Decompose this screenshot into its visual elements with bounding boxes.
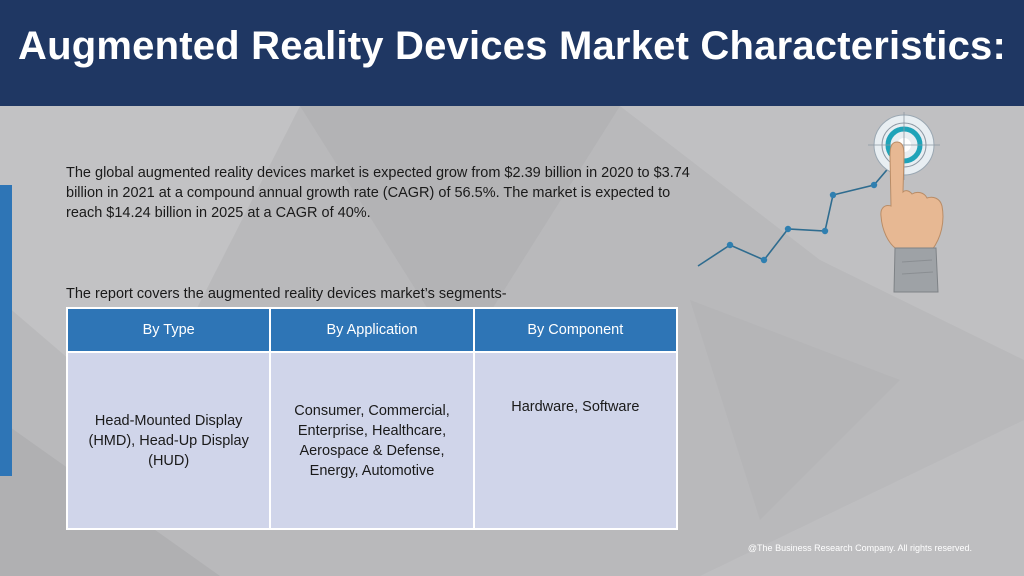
copyright-footer: @The Business Research Company. All righ… bbox=[747, 543, 972, 553]
cell-application: Consumer, Commercial, Enterprise, Health… bbox=[269, 351, 475, 530]
segments-label: The report covers the augmented reality … bbox=[66, 286, 507, 302]
left-accent-bar bbox=[0, 185, 12, 476]
growth-graphic bbox=[697, 112, 944, 293]
cell-component: Hardware, Software bbox=[472, 351, 679, 530]
cell-type: Head-Mounted Display (HMD), Head-Up Disp… bbox=[65, 351, 272, 530]
segments-table: By Type By Application By Component Head… bbox=[65, 307, 679, 530]
header-by-type: By Type bbox=[65, 307, 272, 353]
table-header-row: By Type By Application By Component bbox=[65, 307, 679, 353]
header-bar: Augmented Reality Devices Market Charact… bbox=[0, 0, 1024, 106]
header-by-component: By Component bbox=[472, 307, 679, 353]
header-by-application: By Application bbox=[269, 307, 475, 353]
pointing-hand-icon bbox=[880, 141, 944, 293]
growth-line-icon bbox=[697, 157, 898, 267]
page-title: Augmented Reality Devices Market Charact… bbox=[18, 24, 1006, 68]
table-row: Head-Mounted Display (HMD), Head-Up Disp… bbox=[65, 351, 679, 530]
intro-paragraph: The global augmented reality devices mar… bbox=[66, 165, 690, 221]
